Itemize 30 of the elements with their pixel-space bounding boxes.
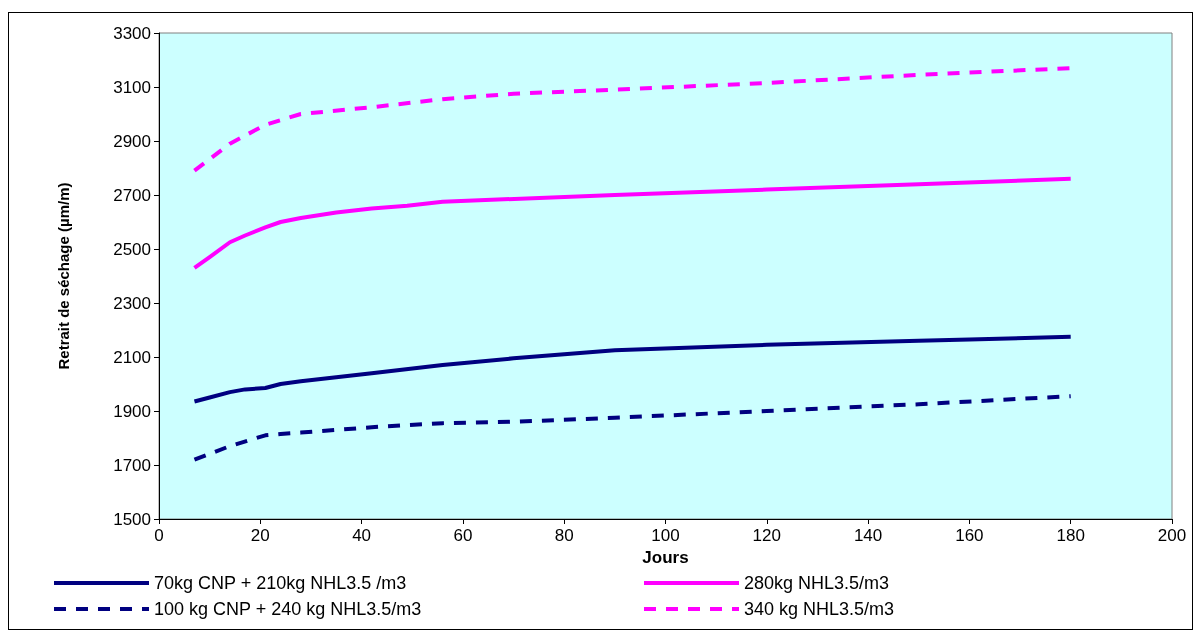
line-series: [192, 176, 1073, 270]
x-tick-label: 100: [651, 526, 680, 545]
x-tick-label: 20: [250, 526, 270, 545]
y-tick-label: 2300: [113, 293, 151, 313]
legend-label: 280kg NHL3.5/m3: [744, 573, 890, 593]
x-tick-label: 200: [1157, 526, 1187, 545]
line-series: [192, 334, 1073, 404]
y-axis-title: Retrait de séchage (µm/m): [55, 182, 72, 370]
y-tick-label: 3300: [113, 23, 151, 43]
x-tick-label: 120: [752, 526, 781, 545]
legend-label: 70kg CNP + 210kg NHL3.5 /m3: [154, 573, 407, 593]
y-tick-label: 3100: [113, 77, 151, 97]
y-tick-label: 1900: [113, 401, 151, 421]
x-tick-label: 140: [853, 526, 883, 545]
y-tick-label: 2100: [113, 347, 151, 367]
y-tick-label: 2700: [113, 185, 151, 205]
legend-label: 100 kg CNP + 240 kg NHL3.5/m3: [154, 599, 422, 619]
x-tick-label: 160: [955, 526, 984, 545]
y-tick-label: 2500: [113, 239, 151, 259]
x-tick-label: 80: [554, 526, 574, 545]
x-tick-label: 60: [453, 526, 473, 545]
line-series: [192, 394, 1073, 462]
x-tick-label: 40: [352, 526, 372, 545]
x-tick-label: 0: [154, 526, 164, 545]
legend-label: 340 kg NHL3.5/m3: [744, 599, 895, 619]
y-tick-label: 2900: [113, 131, 151, 151]
y-tick-label: 1500: [113, 509, 151, 529]
x-tick-label: 180: [1056, 526, 1085, 545]
x-axis-title: Jours: [642, 547, 689, 567]
y-tick-label: 1700: [113, 455, 151, 475]
